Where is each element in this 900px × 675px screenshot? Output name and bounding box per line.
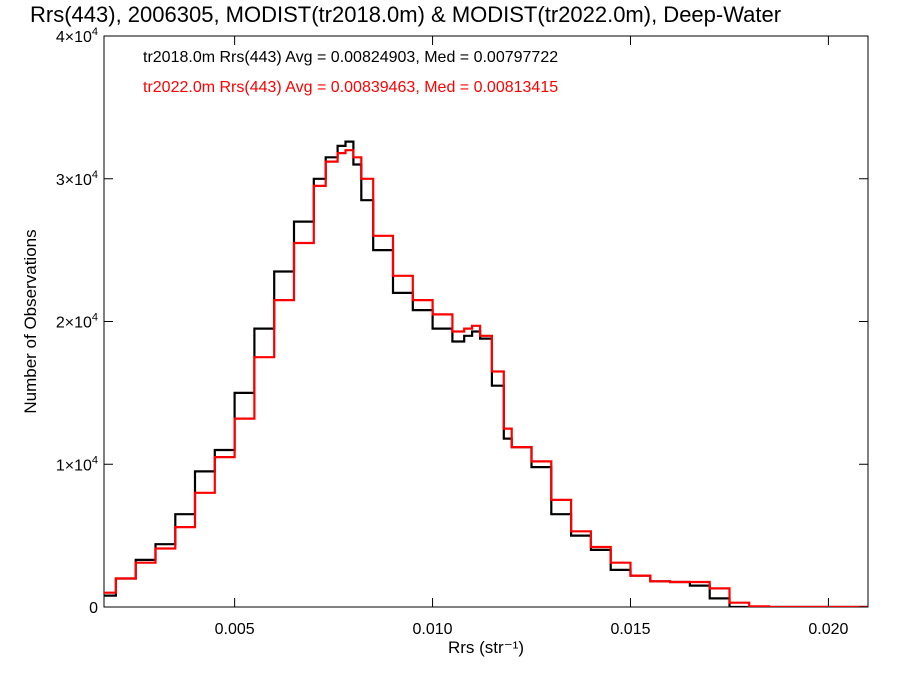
x-axis-ticks: 0.005 0.010 0.015 0.020: [215, 36, 849, 638]
x-tick-label: 0.005: [215, 621, 255, 638]
series-group: [104, 140, 868, 607]
y-tick-label: 2×104: [56, 312, 98, 332]
annotation-red-series: tr2022.0m Rrs(443) Avg = 0.00839463, Med…: [143, 79, 558, 96]
y-tick-label: 0: [89, 600, 98, 617]
y-tick-label: 1×104: [56, 454, 98, 474]
annotation-black-series: tr2018.0m Rrs(443) Avg = 0.00824903, Med…: [143, 49, 558, 66]
x-tick-label: 0.015: [610, 621, 650, 638]
chart-title: Rrs(443), 2006305, MODIST(tr2018.0m) & M…: [30, 2, 781, 27]
x-axis-label: Rrs (str⁻¹): [448, 638, 524, 657]
x-tick-label: 0.020: [808, 621, 848, 638]
plot-area: 0.005 0.010 0.015 0.020 0 1×104 2×104 3×104 4×1…: [56, 26, 869, 638]
series-line-red: [104, 149, 868, 607]
y-tick-label: 3×104: [56, 169, 98, 189]
series-line-black: [104, 140, 868, 607]
x-tick-label: 0.010: [413, 621, 453, 638]
plot-frame: [103, 35, 869, 608]
y-axis-label: Number of Observations: [21, 229, 40, 413]
y-axis-ticks: 0 1×104 2×104 3×104 4×104: [56, 26, 868, 617]
y-tick-label: 4×104: [56, 26, 98, 46]
